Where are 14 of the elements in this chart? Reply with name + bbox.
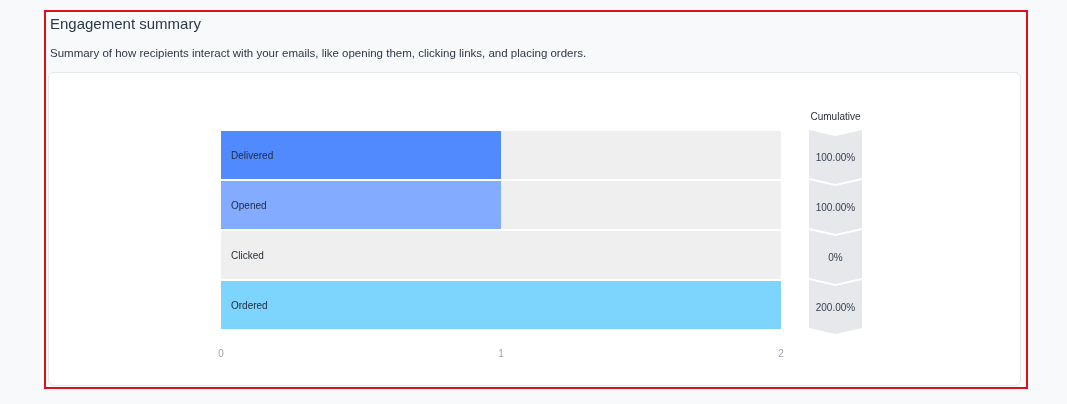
y-tick-label: Opened	[231, 199, 267, 211]
chart-title: Engagement summary	[50, 15, 201, 32]
y-tick-label: Delivered	[231, 149, 274, 161]
text: 0%	[828, 251, 843, 263]
text: 100.00%	[815, 201, 856, 213]
y-tick-label: Ordered	[231, 299, 268, 311]
text: 200.00%	[815, 301, 856, 313]
text: 100.00%	[815, 151, 856, 163]
x-tick-label: 0	[218, 348, 225, 360]
x-tick-label: 2	[778, 348, 785, 360]
text: Cumulative	[809, 111, 862, 122]
x-tick-label: 1	[498, 348, 505, 360]
y-tick-label: Clicked	[231, 249, 264, 261]
chart-subtitle: Summary of how recipients interact with your emails, like opening them, clicking links, and placing orders.	[50, 47, 587, 59]
